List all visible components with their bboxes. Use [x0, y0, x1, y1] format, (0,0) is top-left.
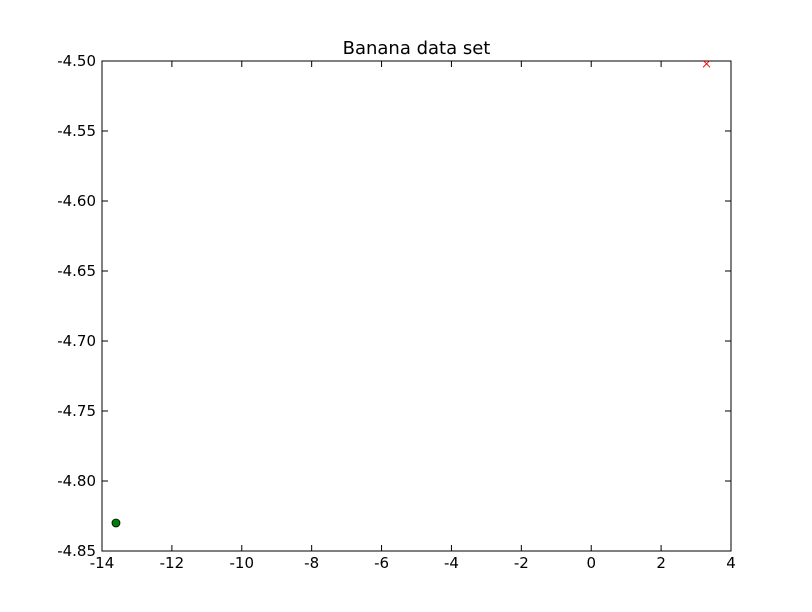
y-tick-label: -4.55 — [57, 122, 96, 140]
data-point-circle — [111, 518, 121, 528]
plot-area — [101, 60, 732, 552]
y-tick-label: -4.85 — [57, 542, 96, 560]
y-tick-label: -4.50 — [57, 52, 96, 70]
data-points — [111, 59, 711, 528]
y-tick-label: -4.65 — [57, 262, 96, 280]
x-tick-label: 4 — [726, 554, 736, 572]
y-axis: -4.50 -4.55 -4.60 -4.65 -4.70 -4.75 -4.80 -4.85 — [57, 52, 731, 560]
y-tick-label: -4.75 — [57, 402, 96, 420]
x-tick-label: -8 — [304, 554, 319, 572]
y-tick-label: -4.80 — [57, 472, 96, 490]
data-point-cross — [702, 59, 711, 68]
x-tick-label: -4 — [444, 554, 459, 572]
x-tick-label: -10 — [230, 554, 255, 572]
x-tick-label: 0 — [586, 554, 596, 572]
x-tick-label: -6 — [374, 554, 389, 572]
y-tick-label: -4.70 — [57, 332, 96, 350]
x-tick-label: 2 — [656, 554, 666, 572]
chart-title: Banana data set — [343, 38, 491, 59]
x-axis: -14 -12 -10 -8 -6 -4 -2 0 2 4 — [90, 61, 736, 572]
x-tick-label: -12 — [160, 554, 185, 572]
x-tick-label: -2 — [514, 554, 529, 572]
y-tick-label: -4.60 — [57, 192, 96, 210]
x-tick-label: -14 — [90, 554, 115, 572]
